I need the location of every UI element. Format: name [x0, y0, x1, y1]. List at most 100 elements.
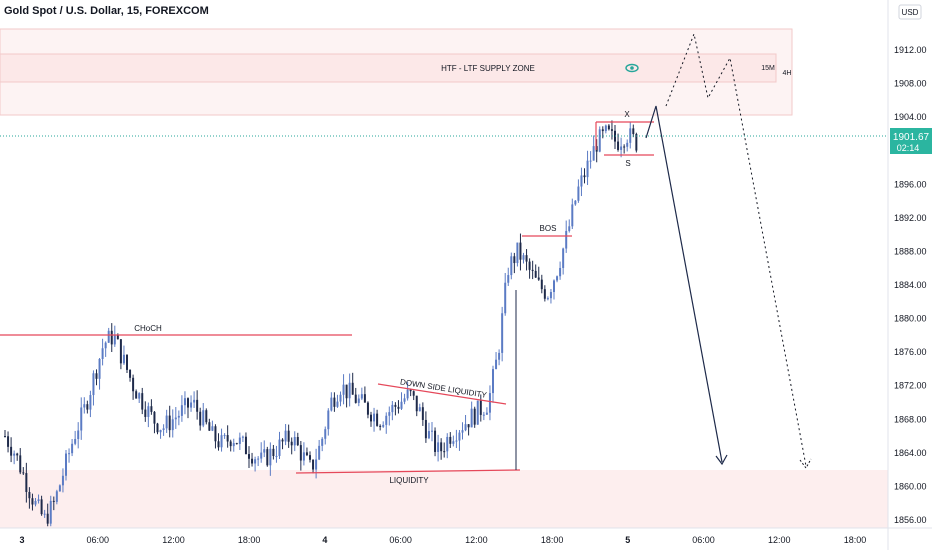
candle-body: [357, 398, 360, 403]
candle-body: [104, 342, 107, 349]
current-price-badge: [890, 128, 932, 154]
candle-body: [485, 412, 488, 415]
candle-body: [25, 473, 28, 492]
candle-body: [345, 384, 348, 399]
choch-label: CHoCH: [134, 324, 162, 333]
candle-body: [488, 393, 491, 413]
candle-body: [479, 400, 482, 415]
candle-body: [144, 409, 147, 417]
time-tick-label: 3: [19, 535, 24, 545]
candle-body: [61, 475, 64, 486]
candle-body: [537, 277, 540, 280]
candle-body: [354, 394, 357, 403]
candle-body: [7, 436, 10, 447]
candle-body: [449, 436, 452, 444]
price-tick-label: 1880.00: [894, 314, 927, 324]
candle-body: [293, 437, 296, 446]
candle-body: [348, 382, 351, 399]
price-tick-label: 1864.00: [894, 448, 927, 458]
candle-body: [540, 279, 543, 290]
candle-body: [156, 423, 159, 433]
candle-body: [159, 430, 162, 433]
candle-body: [424, 419, 427, 439]
candle-body: [391, 404, 394, 413]
candle-body: [421, 407, 424, 420]
price-tick-label: 1904.00: [894, 112, 927, 122]
candle-body: [13, 453, 16, 456]
candle-body: [617, 141, 620, 150]
currency-badge[interactable]: [898, 4, 922, 20]
candle-body: [498, 352, 501, 360]
candle-body: [275, 455, 278, 457]
candle-body: [339, 394, 342, 402]
candle-body: [251, 458, 254, 464]
candle-body: [562, 248, 565, 268]
time-tick-label: 18:00: [238, 535, 261, 545]
liquidity-label: LIQUIDITY: [389, 476, 429, 485]
candle-body: [278, 439, 281, 456]
price-tick-label: 1892.00: [894, 213, 927, 223]
candle-body: [604, 125, 607, 132]
time-tick-label: 12:00: [465, 535, 488, 545]
candle-body: [83, 404, 86, 408]
eye-icon[interactable]: [625, 63, 639, 73]
candle-body: [373, 413, 376, 422]
candle-body: [434, 430, 437, 452]
candle-body: [162, 428, 165, 431]
candle-body: [55, 491, 58, 502]
candle-body: [135, 391, 138, 399]
candle-body: [37, 499, 40, 502]
currency-label: USD: [902, 8, 919, 17]
candle-body: [65, 453, 67, 476]
candle-body: [284, 430, 287, 442]
candle-body: [607, 125, 610, 130]
price-tick-label: 1872.00: [894, 381, 927, 391]
candle-body: [397, 406, 400, 409]
candle-body: [129, 369, 132, 378]
candle-body: [549, 292, 552, 299]
candle-body: [31, 498, 34, 505]
candle-body: [80, 407, 83, 431]
time-tick-label: 18:00: [541, 535, 564, 545]
candle-body: [382, 424, 385, 427]
candle-body: [635, 133, 638, 151]
candle-body: [28, 491, 31, 499]
supply-zone-15m: [0, 53, 777, 83]
candle-body: [171, 419, 174, 431]
candle-body: [458, 432, 461, 441]
candle-body: [467, 424, 470, 428]
candle-body: [22, 472, 25, 474]
candle-body: [626, 142, 629, 147]
candle-body: [110, 330, 113, 345]
candle-body: [165, 415, 168, 429]
price-axis[interactable]: 1856.00 1860.00 1864.00 1868.00 1872.00 1876.…: [894, 45, 927, 525]
tf-15m-label: 15M: [761, 65, 775, 72]
candle-body: [193, 399, 196, 403]
candle-body: [89, 395, 92, 410]
candle-body: [226, 435, 229, 442]
candle-body: [321, 438, 324, 446]
time-axis[interactable]: 3 06:00 12:00 18:00 4 06:00 12:00 18:00 5 06:00 12…: [19, 535, 866, 545]
liquidity-line: [295, 469, 521, 474]
candle-body: [437, 442, 440, 452]
candle-body: [583, 175, 586, 178]
candle-body: [443, 451, 446, 453]
supply-zone-label: HTF - LTF SUPPLY ZONE: [441, 64, 535, 73]
candle-body: [589, 160, 592, 162]
x-label: X: [624, 110, 630, 119]
candle-body: [427, 431, 430, 439]
price-tick-label: 1912.00: [894, 45, 927, 55]
down-side-liquidity-line: [377, 383, 507, 405]
candle-body: [95, 373, 98, 379]
projection-path-solid: [645, 105, 723, 463]
candle-body: [122, 354, 125, 364]
candle-body: [101, 348, 104, 359]
candles: [4, 120, 638, 527]
candle-body: [290, 441, 293, 446]
candle-body: [107, 330, 110, 343]
countdown-value: 02:14: [897, 143, 920, 153]
candle-body: [58, 485, 61, 492]
candle-body: [138, 393, 141, 399]
candle-body: [40, 499, 43, 515]
